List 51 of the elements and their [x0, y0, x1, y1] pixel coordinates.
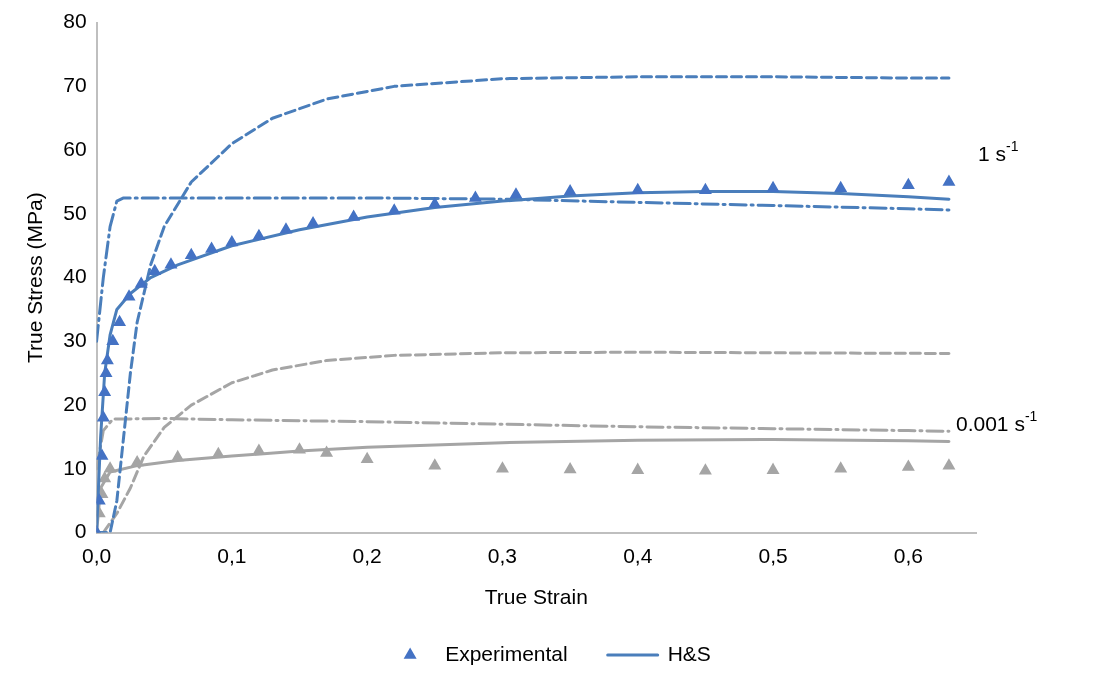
y-tick-label: 60: [63, 136, 87, 160]
point: [564, 463, 576, 474]
point: [99, 386, 111, 397]
x-tick-label: 0,5: [758, 544, 788, 567]
point: [123, 290, 135, 301]
point: [280, 223, 292, 234]
y-tick-label: 30: [63, 328, 87, 352]
x-tick-label: 0,0: [81, 544, 112, 567]
y-tick-label: 40: [63, 264, 87, 288]
line-series: [101, 350, 951, 533]
point: [97, 411, 109, 422]
y-tick-label: 80: [63, 9, 87, 33]
point: [497, 462, 508, 473]
y-tick-label: 70: [63, 73, 87, 97]
y-axis-title: True Stress (MPa): [23, 192, 47, 363]
point: [172, 451, 184, 462]
point: [700, 464, 711, 475]
y-tick-label: 10: [63, 455, 87, 479]
point: [104, 462, 116, 473]
point: [307, 217, 319, 228]
x-axis-title: True Strain: [484, 585, 588, 609]
legend-label: Experimental: [445, 641, 568, 665]
point: [101, 354, 113, 365]
point: [99, 472, 111, 483]
point: [429, 459, 441, 470]
y-tick-label: 0: [74, 519, 87, 543]
point: [226, 236, 238, 247]
x-tick-label: 0,3: [487, 544, 518, 567]
point: [943, 459, 955, 470]
point: [835, 462, 847, 473]
point: [564, 185, 576, 196]
point: [388, 204, 400, 215]
point: [135, 277, 147, 288]
point: [510, 188, 522, 199]
x-tick-label: 0,4: [623, 544, 653, 567]
point: [100, 367, 112, 377]
x-tick-label: 0,1: [217, 544, 247, 567]
point: [131, 456, 143, 467]
legend-label: H&S: [667, 641, 711, 665]
x-tick-label: 0,2: [352, 544, 382, 567]
point: [902, 460, 914, 471]
x-tick-label: 0,6: [893, 544, 923, 567]
point: [321, 446, 332, 457]
y-tick-label: 20: [63, 391, 87, 415]
point: [470, 191, 481, 202]
point: [361, 453, 373, 464]
point: [294, 443, 305, 454]
y-tick-label: 50: [63, 200, 87, 224]
point: [943, 175, 955, 186]
point: [206, 242, 217, 253]
point: [165, 258, 177, 269]
